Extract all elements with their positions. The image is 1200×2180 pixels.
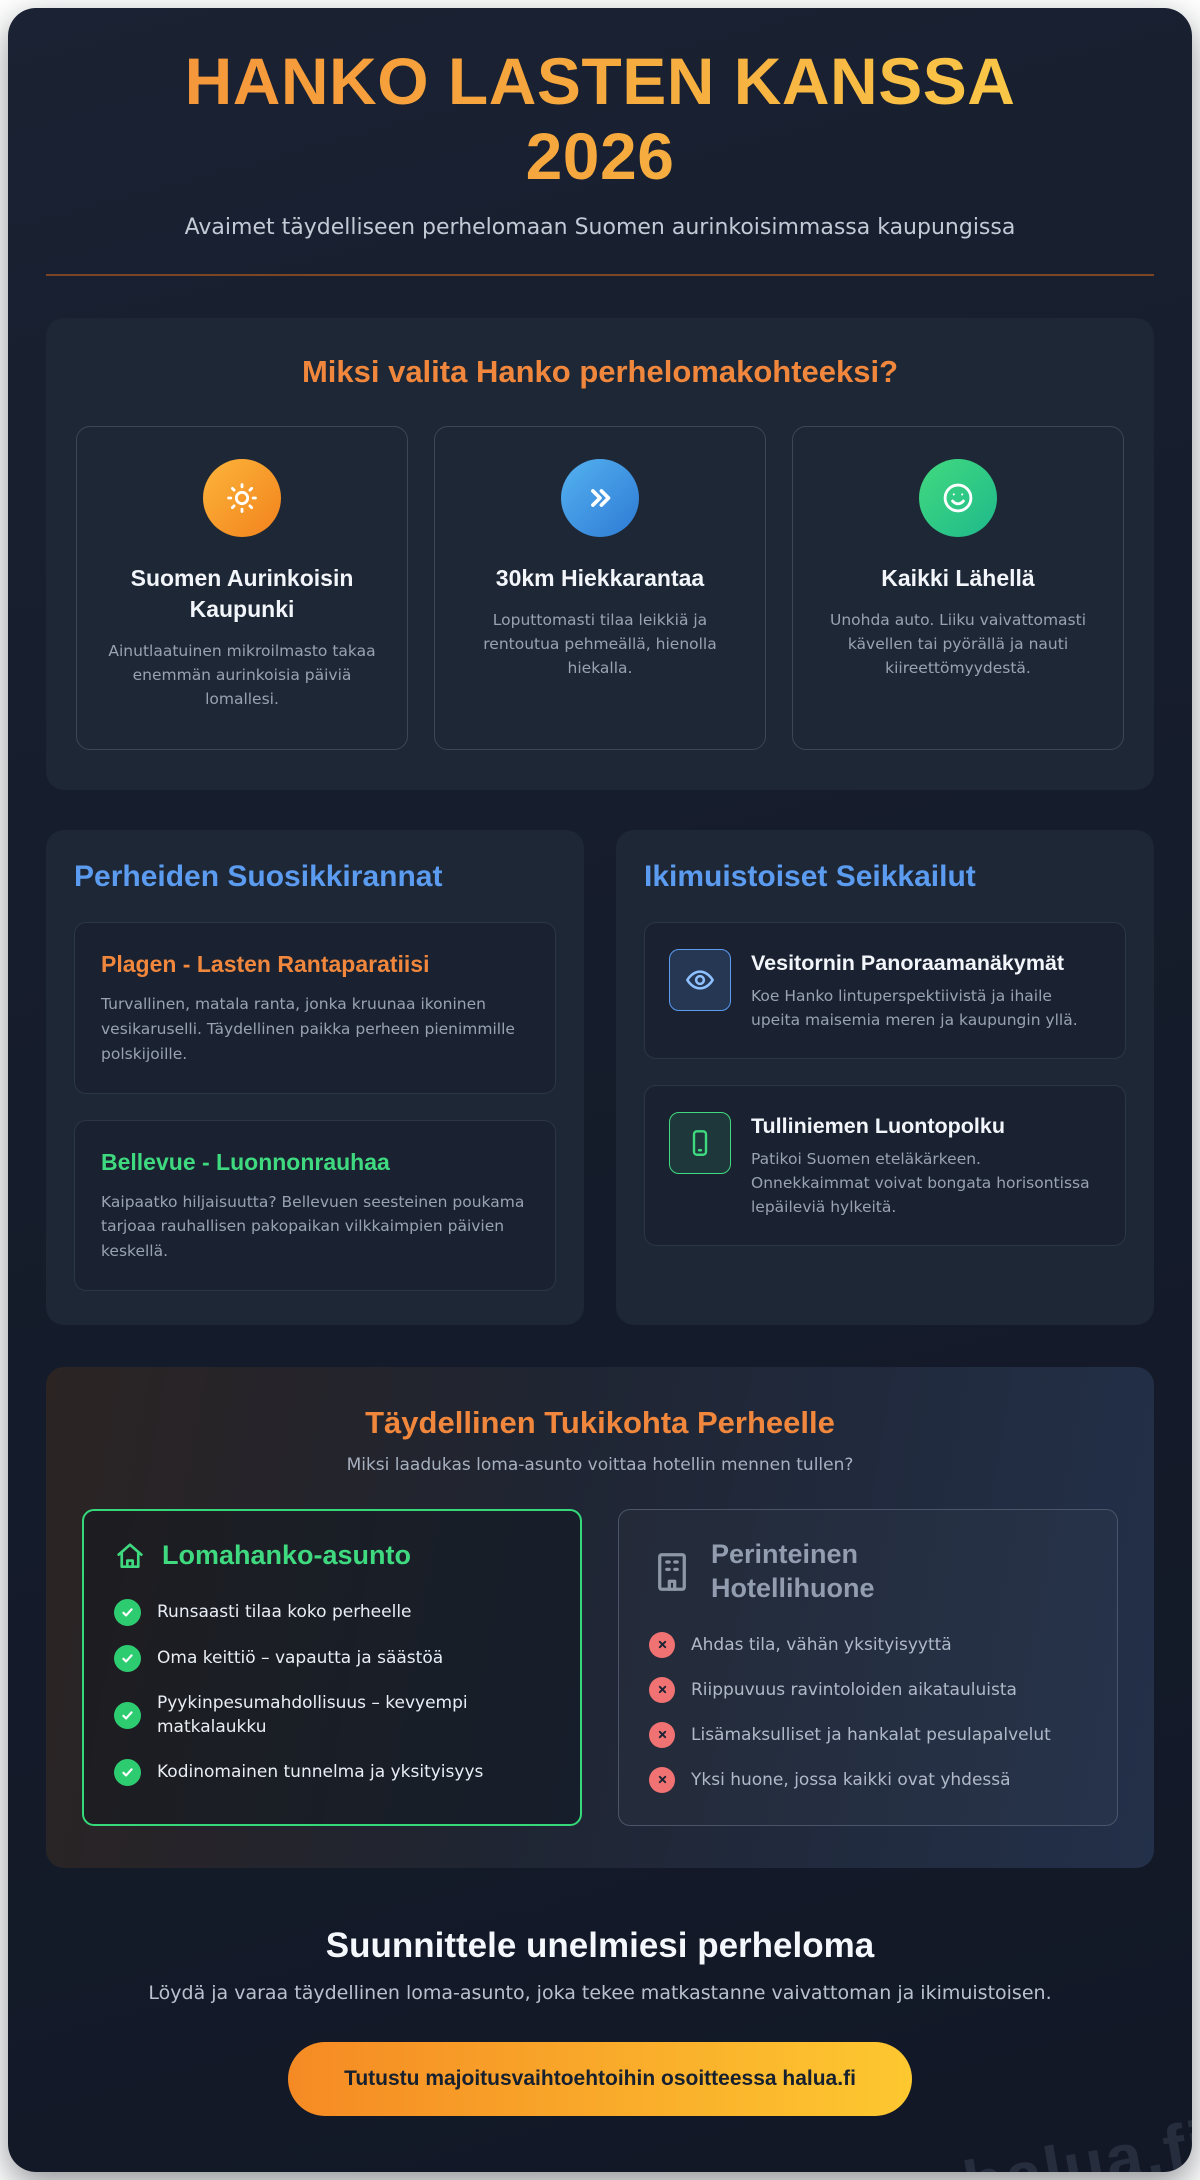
feature-title: 30km Hiekkarantaa: [495, 565, 705, 592]
adventure-title: Tulliniemen Luontopolku: [751, 1114, 1005, 1139]
title-line-2: 2026: [525, 118, 675, 193]
beach-title: Plagen - Lasten Rantaparatiisi: [101, 951, 430, 978]
benefit-text: Runsaasti tilaa koko perheelle: [157, 1602, 412, 1622]
benefit-item: Runsaasti tilaa koko perheelle: [114, 1598, 550, 1626]
smiley-icon: [919, 459, 997, 538]
building-icon: [649, 1549, 695, 1595]
check-icon: [114, 1644, 141, 1672]
hotel-drawbacks: Ahdas tila, vähän yksityisyyttä Riippuvu…: [649, 1631, 1087, 1793]
middle-panels: Perheiden Suosikkirannat Plagen - Lasten…: [46, 830, 1154, 1326]
accommodation-subtitle: Miksi laadukas loma-asunto voittaa hotel…: [346, 1455, 854, 1476]
apartment-card: Lomahanko-asunto Runsaasti tilaa koko pe…: [82, 1509, 582, 1826]
beach-body: Kaipaatko hiljaisuutta? Bellevuen seeste…: [101, 1192, 525, 1261]
home-icon: [114, 1540, 146, 1572]
benefit-item: Kodinomainen tunnelma ja yksityisyys: [114, 1759, 550, 1787]
hotel-card: Perinteinen Hotellihuone Ahdas tila, väh…: [618, 1509, 1118, 1826]
drawback-text: Yksi huone, jossa kaikki ovat yhdessä: [691, 1769, 1011, 1790]
benefit-text: Pyykinpesumahdollisuus – kevyempi matkal…: [157, 1692, 468, 1738]
apartment-benefits: Runsaasti tilaa koko perheelle Oma keitt…: [114, 1598, 550, 1787]
section-beaches: Perheiden Suosikkirannat Plagen - Lasten…: [46, 830, 584, 1326]
adventure-text: Vesitornin Panoraamanäkymät Koe Hanko li…: [751, 949, 1101, 1032]
feature-card-proximity: Kaikki Lähellä Unohda auto. Liiku vaivat…: [792, 426, 1124, 751]
drawback-item: Riippuvuus ravintoloiden aikatauluista: [649, 1676, 1087, 1703]
header: HANKO LASTEN KANSSA 2026 Avaimet täydelli…: [46, 44, 1154, 277]
benefit-item: Pyykinpesumahdollisuus – kevyempi matkal…: [114, 1691, 550, 1740]
adventure-body: Patikoi Suomen eteläkärkeen. Onnekkaimma…: [751, 1150, 1090, 1217]
smartphone-icon: [669, 1112, 731, 1175]
poster: HANKO LASTEN KANSSA 2026 Avaimet täydelli…: [8, 8, 1192, 2172]
why-heading: Miksi valita Hanko perhelomakohteeksi?: [301, 354, 899, 390]
drawback-item: Ahdas tila, vähän yksityisyyttä: [649, 1631, 1087, 1658]
check-icon: [114, 1598, 141, 1626]
footer: Suunnittele unelmiesi perheloma Löydä ja…: [46, 1926, 1154, 2116]
feature-body: Ainutlaatuinen mikroilmasto takaa enemmä…: [108, 642, 376, 709]
footer-subtitle: Löydä ja varaa täydellinen loma-asunto, …: [148, 1981, 1052, 2004]
adventure-text: Tulliniemen Luontopolku Patikoi Suomen e…: [751, 1112, 1101, 1219]
apartment-title: Lomahanko-asunto: [162, 1540, 412, 1571]
why-card-grid: Suomen Aurinkoisin Kaupunki Ainutlaatuin…: [76, 426, 1124, 751]
adventure-title: Vesitornin Panoraamanäkymät: [751, 951, 1065, 976]
feature-card-sunniest: Suomen Aurinkoisin Kaupunki Ainutlaatuin…: [76, 426, 408, 751]
drawback-item: Yksi huone, jossa kaikki ovat yhdessä: [649, 1766, 1087, 1793]
footer-heading: Suunnittele unelmiesi perheloma: [325, 1925, 875, 1965]
beach-card-plagen: Plagen - Lasten Rantaparatiisi Turvallin…: [74, 922, 556, 1094]
divider: [46, 274, 1154, 277]
feature-title: Suomen Aurinkoisin Kaupunki: [130, 565, 354, 623]
benefit-text: Oma keittiö – vapautta ja säästöä: [157, 1648, 444, 1668]
adventures-heading: Ikimuistoiset Seikkailut: [644, 860, 976, 894]
beach-card-bellevue: Bellevue - Luonnonrauhaa Kaipaatko hilja…: [74, 1119, 556, 1292]
adventure-body: Koe Hanko lintuperspektiivistä ja ihaile…: [751, 987, 1078, 1030]
beach-title: Bellevue - Luonnonrauhaa: [101, 1148, 390, 1175]
adventure-item-watertower: Vesitornin Panoraamanäkymät Koe Hanko li…: [644, 922, 1126, 1060]
feature-title: Kaikki Lähellä: [881, 565, 1035, 592]
x-icon: [649, 1676, 675, 1703]
page-title: HANKO LASTEN KANSSA 2026: [46, 44, 1154, 193]
benefit-item: Oma keittiö – vapautta ja säästöä: [114, 1644, 550, 1672]
feature-body: Loputtomasti tilaa leikkiä ja rentoutua …: [483, 611, 717, 678]
adventure-item-naturetrail: Tulliniemen Luontopolku Patikoi Suomen e…: [644, 1085, 1126, 1247]
page-subtitle: Avaimet täydelliseen perhelomaan Suomen …: [184, 215, 1016, 241]
cta-button[interactable]: Tutustu majoitusvaihtoehtoihin osoittees…: [288, 2041, 912, 2116]
section-why-hanko: Miksi valita Hanko perhelomakohteeksi? S…: [46, 318, 1154, 791]
x-icon: [649, 1766, 675, 1793]
check-icon: [114, 1701, 141, 1729]
sun-icon: [203, 459, 281, 538]
x-icon: [649, 1721, 675, 1748]
accommodation-heading: Täydellinen Tukikohta Perheelle: [365, 1405, 835, 1441]
drawback-text: Ahdas tila, vähän yksityisyyttä: [691, 1634, 952, 1655]
drawback-text: Lisämaksulliset ja hankalat pesulapalvel…: [691, 1724, 1051, 1745]
comparison-grid: Lomahanko-asunto Runsaasti tilaa koko pe…: [82, 1509, 1118, 1826]
drawback-text: Riippuvuus ravintoloiden aikatauluista: [691, 1679, 1017, 1700]
feature-card-beach: 30km Hiekkarantaa Loputtomasti tilaa lei…: [434, 426, 766, 751]
benefit-text: Kodinomainen tunnelma ja yksityisyys: [157, 1762, 484, 1783]
eye-icon: [669, 949, 731, 1012]
check-icon: [114, 1759, 141, 1787]
beaches-heading: Perheiden Suosikkirannat: [74, 860, 443, 894]
beach-body: Turvallinen, matala ranta, jonka kruunaa…: [101, 995, 515, 1063]
feature-body: Unohda auto. Liiku vaivattomasti kävelle…: [829, 611, 1087, 678]
drawback-item: Lisämaksulliset ja hankalat pesulapalvel…: [649, 1721, 1087, 1748]
section-accommodation: Täydellinen Tukikohta Perheelle Miksi la…: [46, 1367, 1154, 1868]
hotel-title: Perinteinen Hotellihuone: [711, 1539, 875, 1603]
title-line-1: HANKO LASTEN KANSSA: [184, 44, 1016, 118]
section-adventures: Ikimuistoiset Seikkailut Vesitornin Pano…: [616, 830, 1154, 1326]
apartment-card-head: Lomahanko-asunto: [114, 1539, 550, 1573]
chevrons-right-icon: [561, 459, 639, 538]
x-icon: [649, 1631, 675, 1658]
hotel-card-head: Perinteinen Hotellihuone: [649, 1538, 1087, 1606]
